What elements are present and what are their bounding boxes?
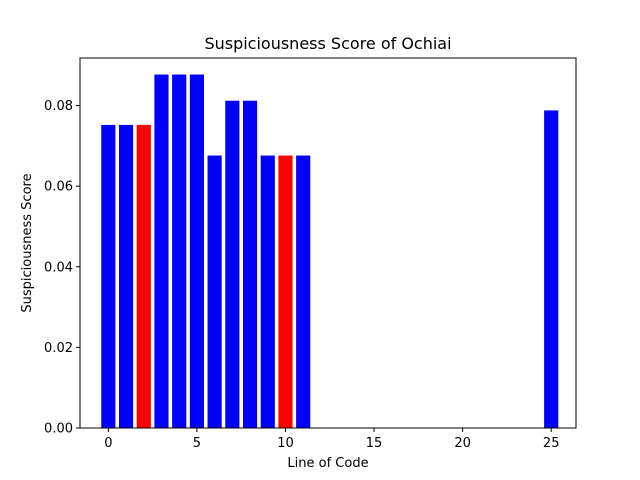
x-tick-label: 5 (193, 436, 201, 451)
bar-line-10 (278, 155, 293, 429)
bar-line-7 (225, 100, 240, 428)
chart-title: Suspiciousness Score of Ochiai (204, 34, 451, 53)
x-axis-label: Line of Code (287, 456, 368, 471)
bar-line-2 (136, 124, 151, 428)
bar-line-11 (296, 155, 311, 429)
bar-line-5 (189, 74, 204, 428)
x-tick-label: 15 (366, 436, 383, 451)
bar-line-9 (260, 155, 275, 429)
y-tick-label: 0.00 (44, 422, 73, 437)
bar-line-3 (154, 74, 169, 428)
bar-line-0 (101, 124, 116, 428)
x-tick-label: 25 (543, 436, 560, 451)
y-axis-ticks: 0.00 0.02 0.04 0.06 0.08 (44, 99, 80, 437)
bar-line-1 (118, 124, 134, 428)
y-tick-label: 0.04 (44, 260, 73, 275)
y-axis-label: Suspiciousness Score (20, 173, 35, 312)
y-tick-label: 0.02 (44, 341, 73, 356)
x-tick-label: 10 (277, 436, 294, 451)
bar-line-4 (172, 74, 187, 428)
y-tick-label: 0.08 (44, 99, 73, 114)
x-axis-ticks: 0 5 10 15 20 25 (104, 428, 559, 451)
x-tick-label: 0 (104, 436, 112, 451)
bar-line-6 (207, 155, 222, 429)
bars-group (101, 74, 559, 429)
bar-line-8 (242, 100, 258, 428)
plot-area-frame (79, 57, 577, 429)
y-tick-label: 0.06 (44, 180, 73, 195)
x-tick-label: 20 (454, 436, 471, 451)
bar-line-25 (544, 110, 559, 429)
